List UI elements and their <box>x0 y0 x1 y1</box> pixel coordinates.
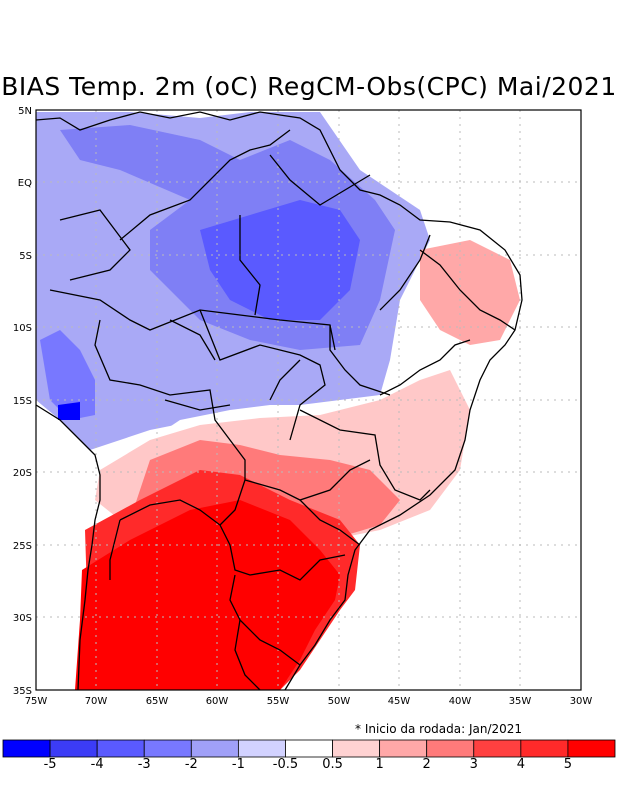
lon-label-50w: 50W <box>328 696 351 707</box>
colorbar-tick-label: 3 <box>469 757 478 772</box>
lat-label-15s: 15S <box>13 396 32 407</box>
colorbar-tick-label: -3 <box>137 757 151 772</box>
colorbar-swatch <box>332 739 381 758</box>
map-title: BIAS Temp. 2m (oC) RegCM-Obs(CPC) Mai/20… <box>1 72 617 101</box>
colorbar-swatch <box>426 739 475 758</box>
colorbar-swatch <box>567 739 616 758</box>
lon-label-75w: 75W <box>25 696 48 707</box>
colorbar-tick-label: -2 <box>184 757 198 772</box>
lat-label-30s: 30S <box>13 613 32 624</box>
lat-label-20s: 20S <box>13 468 32 479</box>
lon-label-30w: 30W <box>570 696 593 707</box>
colorbar-tick-label: -1 <box>231 757 245 772</box>
colorbar-swatch <box>190 739 239 758</box>
lon-label-65w: 65W <box>146 696 169 707</box>
lon-label-70w: 70W <box>85 696 108 707</box>
colorbar-tick-label: 0.5 <box>322 757 343 772</box>
colorbar-swatch <box>237 739 286 758</box>
colorbar-swatch <box>96 739 145 758</box>
grid-lines <box>36 110 581 690</box>
colorbar-tick-label: -4 <box>90 757 104 772</box>
country-borders <box>35 111 523 691</box>
lon-label-45w: 45W <box>388 696 411 707</box>
latitude-labels: 5N EQ 5S 10S 15S 20S 25S 30S 35S <box>13 106 32 697</box>
lon-label-40w: 40W <box>449 696 472 707</box>
colorbar-tick-label: -0.5 <box>272 757 299 772</box>
lat-label-5n: 5N <box>18 106 32 117</box>
lat-label-25s: 25S <box>13 541 32 552</box>
colorbar-tick-label: -5 <box>43 757 57 772</box>
positive-bias-northeast <box>420 240 520 345</box>
lat-label-35s: 35S <box>13 686 32 697</box>
colorbar-swatch <box>143 739 192 758</box>
colorbar <box>2 739 616 758</box>
lon-label-60w: 60W <box>206 696 229 707</box>
colorbar-swatch <box>49 739 98 758</box>
lon-label-55w: 55W <box>267 696 290 707</box>
colorbar-swatch <box>285 739 333 758</box>
negative-bias-northwest <box>40 330 95 420</box>
bias-map: 5N EQ 5S 10S 15S 20S 25S 30S 35S 75W 70W… <box>13 106 593 707</box>
negative-bias-core-sw <box>58 402 80 420</box>
lat-label-5s: 5S <box>19 251 32 262</box>
colorbar-swatch <box>473 739 522 758</box>
colorbar-tick-label: 4 <box>516 757 525 772</box>
longitude-labels: 75W 70W 65W 60W 55W 50W 45W 40W 35W 30W <box>25 696 593 707</box>
colorbar-tick-label: 1 <box>375 757 384 772</box>
colorbar-swatch <box>379 739 428 758</box>
lat-label-eq: EQ <box>18 178 32 189</box>
colorbar-tick-label: 5 <box>563 757 573 772</box>
bias-field <box>36 110 581 690</box>
run-start-note: * Inicio da rodada: Jan/2021 <box>355 722 523 736</box>
map-frame <box>35 109 582 691</box>
colorbar-swatch <box>520 739 569 758</box>
colorbar-swatch <box>2 739 51 758</box>
lon-label-35w: 35W <box>509 696 532 707</box>
lat-label-10s: 10S <box>13 323 32 334</box>
positive-bias-region-max <box>75 500 340 690</box>
colorbar-tick-label: 2 <box>422 757 431 772</box>
